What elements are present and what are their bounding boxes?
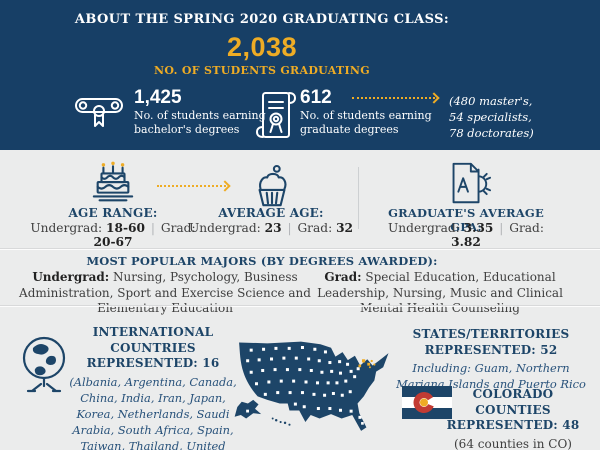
graduate-count: 612 bbox=[300, 87, 332, 108]
majors-undergrad: Undergrad: Nursing, Psychology, Business… bbox=[19, 270, 311, 315]
globe-icon bbox=[17, 331, 73, 395]
grade-paper-gear-icon bbox=[442, 159, 492, 209]
cupcake-icon bbox=[250, 164, 294, 212]
page-title: ABOUT THE SPRING 2020 GRADUATING CLASS: bbox=[74, 12, 450, 27]
total-graduates-count: 2,038 bbox=[226, 32, 298, 62]
dotted-arrow-icon bbox=[157, 180, 231, 192]
colorado-counties-block: COLORADO COUNTIES REPRESENTED: 48 (64 co… bbox=[443, 387, 583, 450]
average-age-values: Undergrad: 23 | Grad: 32 bbox=[188, 221, 354, 235]
bachelor-count-label: No. of students earning bachelor's degre… bbox=[134, 109, 266, 136]
certificate-icon bbox=[254, 88, 298, 142]
international-countries-block: INTERNATIONAL COUNTRIES REPRESENTED: 16 … bbox=[62, 325, 244, 450]
majors-grad: Grad: Special Education, Educational Lea… bbox=[317, 270, 563, 315]
diploma-scroll-icon bbox=[71, 90, 127, 138]
colorado-flag-icon bbox=[402, 386, 452, 419]
age-range-title: AGE RANGE: bbox=[68, 206, 158, 220]
average-age-title: AVERAGE AGE: bbox=[218, 206, 324, 220]
bachelor-count: 1,425 bbox=[134, 87, 182, 108]
majors-title: MOST POPULAR MAJORS (BY DEGREES AWARDED)… bbox=[86, 254, 438, 268]
usa-map bbox=[232, 321, 400, 432]
age-range-values: Undergrad: 18-60 | Grad: 20-67 bbox=[30, 221, 196, 249]
states-territories-title: STATES/TERRITORIES REPRESENTED: 52 bbox=[412, 327, 570, 357]
section-divider bbox=[0, 248, 600, 249]
graduate-count-label: No. of students earning graduate degrees bbox=[300, 109, 432, 136]
gpa-values: Undergrad: 3.35 | Grad: 3.82 bbox=[388, 221, 544, 249]
header-section bbox=[0, 0, 600, 150]
international-countries-list: (Albania, Argentina, Canada, China, Indi… bbox=[69, 374, 237, 450]
international-countries-title: INTERNATIONAL COUNTRIES REPRESENTED: 16 bbox=[86, 325, 220, 370]
stats-divider bbox=[358, 167, 359, 229]
graduate-degree-breakdown: (480 master's, 54 specialists, 78 doctor… bbox=[449, 94, 534, 141]
states-territories-block: STATES/TERRITORIES REPRESENTED: 52 Inclu… bbox=[396, 327, 586, 392]
birthday-cake-icon bbox=[86, 161, 140, 207]
colorado-counties-note: (64 counties in CO) bbox=[454, 436, 572, 450]
dotted-arrow-icon bbox=[352, 92, 440, 104]
colorado-counties-title: COLORADO COUNTIES REPRESENTED: 48 bbox=[446, 387, 580, 432]
total-graduates-label: NO. OF STUDENTS GRADUATING bbox=[154, 64, 370, 77]
gpa-title: GRADUATE'S AVERAGE GPA: bbox=[388, 206, 544, 234]
section-divider bbox=[0, 305, 600, 306]
